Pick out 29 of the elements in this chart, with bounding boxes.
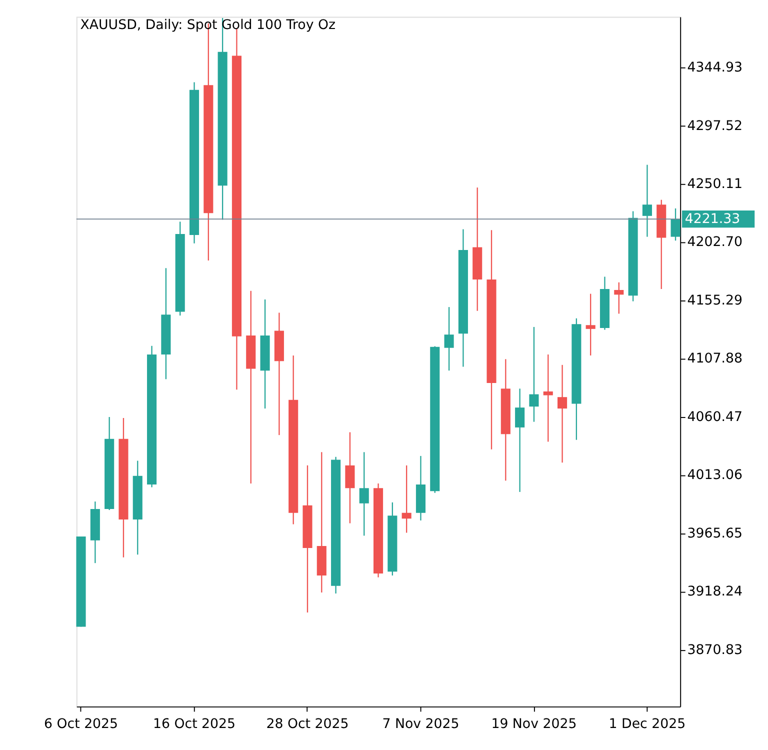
candlestick: [444, 306, 454, 372]
candlestick: [345, 432, 355, 524]
candlestick: [586, 293, 596, 356]
y-tick-label: 4202.70: [687, 235, 743, 250]
candlestick: [558, 364, 568, 464]
y-tick-label: 4155.29: [687, 293, 743, 308]
y-tick-label: 4060.47: [687, 410, 743, 425]
y-tick-label: 3918.24: [687, 584, 743, 600]
candlestick: [359, 452, 369, 536]
y-tick-label: 4297.52: [687, 118, 743, 134]
candlestick: [543, 354, 553, 442]
ref-line-label: 4221.33: [684, 212, 740, 227]
x-tick-label: 19 Nov 2025: [491, 716, 577, 732]
x-tick-label: 28 Oct 2025: [266, 716, 349, 732]
y-tick-label: 3870.83: [687, 642, 743, 658]
y-tick-label: 4344.93: [687, 60, 743, 76]
candlestick: [614, 282, 624, 314]
x-tick-label: 6 Oct 2025: [44, 716, 118, 732]
candlestick: [529, 326, 539, 422]
y-tick-label: 3965.65: [687, 526, 743, 542]
y-tick-label: 4250.11: [687, 177, 743, 192]
x-tick-label: 16 Oct 2025: [152, 716, 236, 732]
y-tick-label: 4013.06: [687, 468, 743, 484]
x-tick-label: 1 Dec 2025: [608, 716, 686, 732]
y-tick-label: 4107.88: [687, 352, 743, 367]
candlestick: [642, 164, 652, 238]
candlestick: [402, 464, 412, 534]
x-tick-label: 7 Nov 2025: [382, 716, 460, 732]
candlestick: [515, 388, 525, 493]
